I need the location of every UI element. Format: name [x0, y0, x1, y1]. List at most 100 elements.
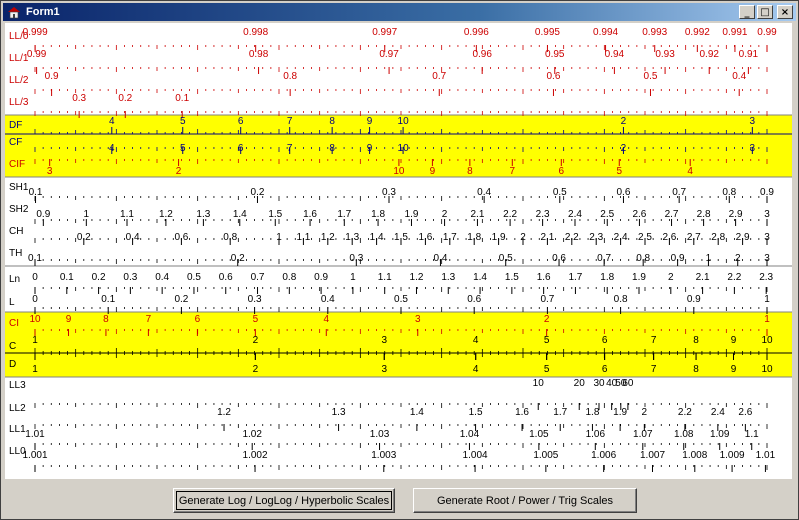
scale-label: 1.2 [321, 232, 335, 243]
scale-label: 0.997 [372, 27, 397, 38]
title-bar[interactable]: Form1 _ □ × [3, 3, 796, 21]
scale-label: 1.002 [243, 450, 268, 461]
scale-label: 1.4 [233, 209, 247, 220]
scale-label: 0.9 [36, 209, 50, 220]
minimize-button[interactable]: _ [739, 5, 755, 19]
scale-label: 0.6 [219, 272, 233, 283]
scale-label: 0.993 [642, 27, 667, 38]
scale-label: 1.6 [418, 232, 432, 243]
scale-label: 9 [731, 364, 737, 375]
scale-label: 6 [602, 364, 608, 375]
scale-label: 0.6 [174, 232, 188, 243]
scale-label: 0.5 [499, 253, 513, 264]
scale-label: 1.2 [217, 407, 231, 418]
scale-label: 2.5 [600, 209, 614, 220]
scale-label: 0.7 [597, 253, 611, 264]
scale-label: 7 [287, 116, 293, 127]
scale-label: 1.2 [410, 272, 424, 283]
scale-label: 1 [350, 272, 356, 283]
scale-label: 0.2 [77, 232, 91, 243]
scale-label: 0.97 [379, 49, 399, 60]
scale-label: 1.008 [682, 450, 707, 461]
scale-name: CI [9, 318, 19, 329]
scale-label: 3 [764, 253, 770, 264]
scale-label: 1.2 [159, 209, 173, 220]
scale-label: 2.9 [729, 209, 743, 220]
scale-ll-0: LL/00.999 0.998 0.997 0.996 0.995 0.994 0.993 0… [9, 27, 777, 52]
scale-name: C [9, 341, 16, 352]
scale-label: 3 [415, 314, 421, 325]
scale-name: LL/2 [9, 75, 29, 86]
scale-ll-1: LL/10.99 0.98 0.97 0.96 0.95 0.94 0.93 0.92 0.91 [9, 49, 768, 74]
scale-label: 1.9 [632, 272, 646, 283]
scale-name: CIF [9, 159, 25, 170]
scale-label: 4 [109, 143, 115, 154]
scale-label: 0.1 [101, 294, 115, 305]
scale-label: 1.9 [613, 407, 627, 418]
scale-ll1: LL1 1.01 1.02 1.03 1.04 1.05 1.06 1.07 1.08 1.09 1… [9, 424, 768, 450]
scale-label: 1.01 [25, 429, 45, 440]
scale-ll2: LL2 1.2 1.3 1.4 1.5 1.6 1.7 1.8 1.9 2 2.2 2.4 2.6 [9, 403, 768, 431]
scale-label: 0.6 [547, 71, 561, 82]
scale-label: 1.07 [633, 429, 653, 440]
scale-label: 0.4 [126, 232, 140, 243]
scale-label: 1.1 [296, 232, 310, 243]
scale-label: 0.6 [617, 187, 631, 198]
scale-label: 1 [276, 232, 282, 243]
scale-cif: CIF 3 2 10 9 8 7 6 5 4 [9, 159, 768, 177]
scale-label: 0.7 [432, 71, 446, 82]
scale-label: 1.8 [585, 407, 599, 418]
scale-label: 5 [180, 143, 186, 154]
scale-name: CF [9, 137, 22, 148]
maximize-button[interactable]: □ [757, 5, 773, 19]
scale-label: 8 [693, 364, 699, 375]
scale-label: 1.5 [505, 272, 519, 283]
scale-label: 1.7 [443, 232, 457, 243]
scale-label: 2.6 [632, 209, 646, 220]
scale-label: 1.4 [370, 232, 384, 243]
scale-label: 1.6 [303, 209, 317, 220]
scale-label: 3 [750, 116, 756, 127]
scale-label: 1.8 [600, 272, 614, 283]
scale-name: LL/3 [9, 97, 29, 108]
scale-label: 1.5 [469, 407, 483, 418]
scale-label: 0.9 [760, 187, 774, 198]
scale-label: 2.2 [503, 209, 517, 220]
scale-label: 0.4 [732, 71, 746, 82]
scale-label: 0.8 [722, 187, 736, 198]
scale-label: 2.6 [662, 232, 676, 243]
scale-name: Ln [9, 274, 20, 285]
scale-df: DF 4 5 6 7 8 9 10 2 3 [9, 116, 768, 134]
scale-label: 2.2 [727, 272, 741, 283]
scale-label: 0.3 [382, 187, 396, 198]
scale-label: 20 [574, 378, 586, 389]
scale-label: 2.1 [470, 209, 484, 220]
scale-label: 0.992 [685, 27, 710, 38]
scale-label: 1.5 [268, 209, 282, 220]
scale-label: 1 [764, 294, 770, 305]
scale-label: 4 [324, 314, 330, 325]
scale-label: 1.7 [553, 407, 567, 418]
scale-label: 1.06 [586, 429, 606, 440]
scale-label: 10 [393, 166, 405, 177]
scale-label: 0.96 [472, 49, 492, 60]
scale-name: LL2 [9, 403, 26, 414]
generate-root-scales-button[interactable]: Generate Root / Power / Trig Scales [413, 488, 637, 513]
scale-label: 6 [195, 314, 201, 325]
scale-label: 1.009 [720, 450, 745, 461]
scale-label: 10 [533, 378, 545, 389]
scale-name: DF [9, 120, 22, 131]
generate-log-scales-button[interactable]: Generate Log / LogLog / Hyperbolic Scale… [173, 488, 395, 513]
scale-cf: CF 4 5 6 7 8 9 10 2 3 [9, 137, 768, 154]
slide-rule-canvas: LL/0 0.999 0.998 0.997 0.996 0.995 0.994 0.993 0… [5, 23, 792, 479]
scale-label: 1.09 [710, 429, 730, 440]
scale-label: 0.4 [321, 294, 335, 305]
scale-label: 0.999 [23, 27, 48, 38]
scale-label: 10 [29, 314, 41, 325]
scale-label: 1.04 [460, 429, 480, 440]
close-button[interactable]: × [777, 5, 793, 19]
scale-label: 2 [621, 116, 627, 127]
scale-label: 9 [66, 314, 72, 325]
scale-ll-2: LL/2 0.9 0.8 0.7 0.6 0.5 0.4 [9, 71, 768, 96]
